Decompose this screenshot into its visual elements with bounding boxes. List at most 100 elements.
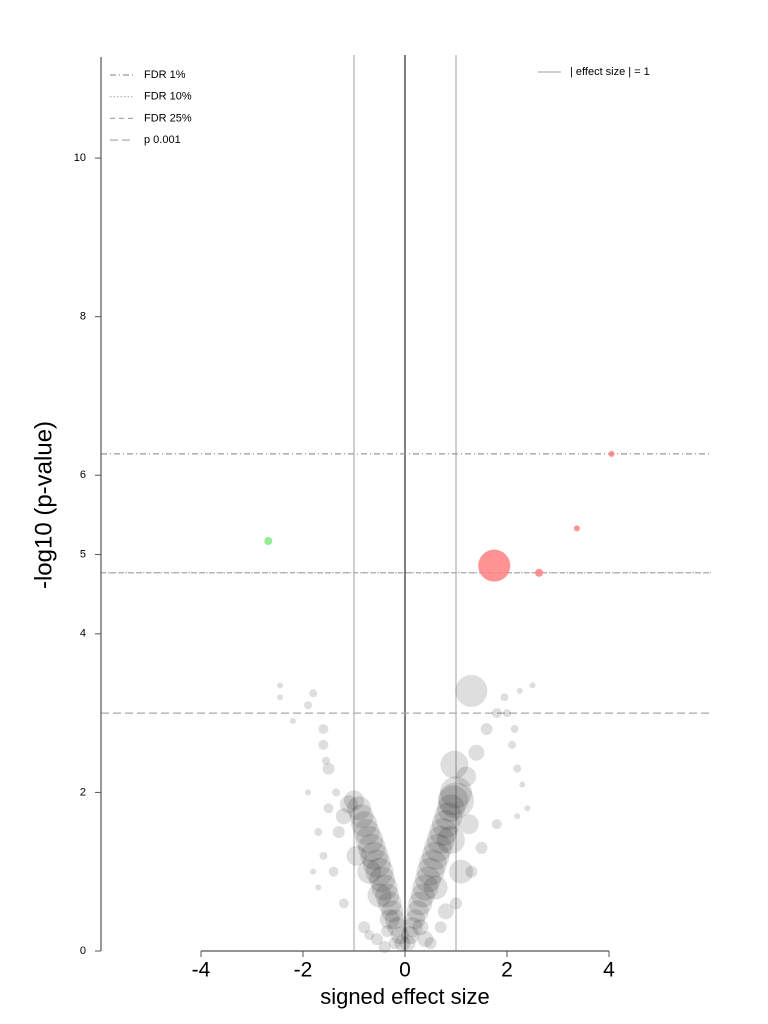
point xyxy=(371,874,398,901)
point xyxy=(456,766,477,787)
point xyxy=(388,937,401,950)
point xyxy=(436,794,465,823)
point xyxy=(503,709,511,718)
point xyxy=(332,826,345,839)
point xyxy=(416,857,445,886)
point xyxy=(358,921,371,934)
point xyxy=(436,825,465,854)
point xyxy=(410,883,435,908)
point xyxy=(387,917,408,938)
point xyxy=(455,674,488,707)
x-tick-label: 2 xyxy=(501,959,513,982)
point xyxy=(375,883,400,908)
legend-label: FDR 10% xyxy=(144,91,192,103)
y-axis-label: -log10 (p-value) xyxy=(30,421,57,589)
legend-label: FDR 25% xyxy=(144,112,192,124)
point xyxy=(315,884,322,891)
point xyxy=(535,568,544,577)
point xyxy=(346,845,367,866)
point xyxy=(449,859,474,884)
point xyxy=(412,919,429,936)
point xyxy=(338,898,349,909)
point xyxy=(357,833,386,862)
point xyxy=(318,723,329,734)
point xyxy=(423,875,448,900)
y-tick-label: 6 xyxy=(80,469,86,481)
point xyxy=(370,933,383,946)
point xyxy=(450,897,462,910)
point xyxy=(513,764,522,773)
point xyxy=(519,781,526,788)
point xyxy=(378,941,391,954)
point xyxy=(465,865,478,878)
point xyxy=(332,788,341,797)
point xyxy=(405,909,426,930)
x-tick-label: 4 xyxy=(603,959,615,982)
point xyxy=(319,851,328,860)
point xyxy=(353,819,380,846)
point xyxy=(412,874,439,901)
point xyxy=(381,925,394,938)
y-tick-label: 8 xyxy=(80,311,86,323)
point xyxy=(419,849,448,878)
point xyxy=(305,789,312,796)
point xyxy=(351,811,378,838)
point xyxy=(508,740,517,749)
point xyxy=(491,819,502,830)
point xyxy=(347,796,372,821)
point xyxy=(434,921,447,934)
point xyxy=(379,909,400,930)
point xyxy=(475,841,488,854)
point xyxy=(440,776,472,809)
point xyxy=(608,450,615,457)
y-tick-label: 4 xyxy=(80,628,86,640)
point xyxy=(381,900,404,923)
point xyxy=(573,525,580,532)
point xyxy=(344,790,364,811)
y-tick-label: 10 xyxy=(74,152,86,164)
point xyxy=(349,804,374,829)
point xyxy=(516,687,523,694)
point xyxy=(421,841,450,870)
point xyxy=(414,866,441,893)
point xyxy=(328,866,339,877)
point xyxy=(390,926,409,945)
point xyxy=(510,724,519,733)
point xyxy=(367,883,392,908)
y-tick-label: 5 xyxy=(80,548,86,560)
point xyxy=(362,849,391,878)
point xyxy=(355,825,384,854)
point xyxy=(277,694,284,701)
point xyxy=(318,739,329,750)
point xyxy=(369,866,396,893)
point xyxy=(468,744,485,761)
point xyxy=(322,762,335,775)
point xyxy=(408,891,433,916)
point xyxy=(440,750,469,779)
point xyxy=(304,701,313,710)
x-axis-label: signed effect size xyxy=(320,984,490,1009)
point xyxy=(323,803,334,814)
legend-label: p 0.001 xyxy=(144,134,181,146)
point xyxy=(478,549,511,582)
point xyxy=(438,782,474,819)
point xyxy=(401,926,420,945)
point xyxy=(310,868,317,875)
point xyxy=(384,909,405,930)
point xyxy=(289,718,296,725)
legend-label: | effect size | = 1 xyxy=(570,66,650,78)
point xyxy=(438,785,469,816)
point xyxy=(360,841,389,870)
point xyxy=(309,689,318,698)
point xyxy=(264,537,273,546)
y-tick-label: 0 xyxy=(80,945,86,957)
point xyxy=(364,930,375,941)
point xyxy=(434,802,463,831)
x-tick-label: -2 xyxy=(294,959,313,982)
point xyxy=(426,825,455,854)
legend-label: FDR 1% xyxy=(144,69,186,81)
point xyxy=(321,756,330,765)
point xyxy=(277,682,284,689)
point xyxy=(339,795,358,814)
